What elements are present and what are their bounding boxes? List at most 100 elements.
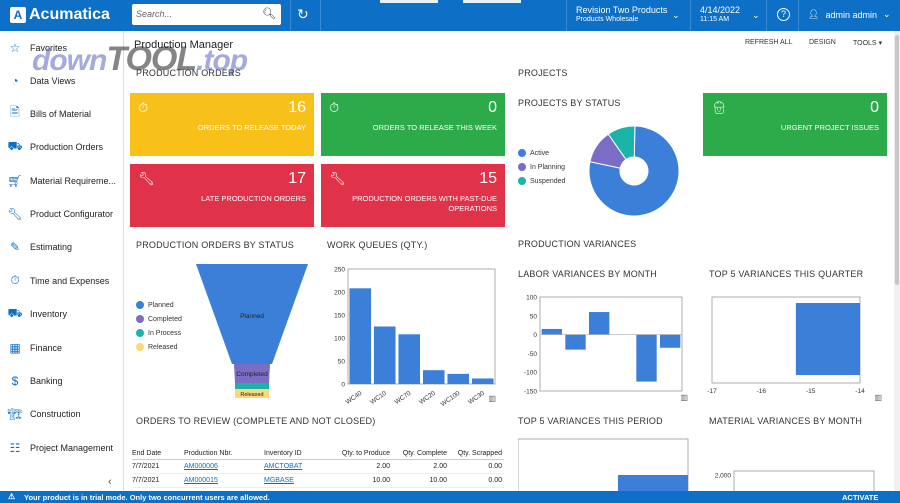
legend-item: In Process <box>136 329 182 337</box>
bar[interactable] <box>398 334 421 384</box>
export-icon: ▥ <box>874 393 882 401</box>
funnel-released[interactable] <box>235 389 269 398</box>
time-value: 11:15 AM <box>700 16 730 23</box>
top5-quarter-chart: -17 -16 -15 -14 ▥ <box>707 296 882 401</box>
sidebar-item-favorites[interactable]: ☆ Favorites <box>0 31 124 64</box>
scrollbar-thumb[interactable] <box>895 35 899 285</box>
sidebar-item-finance[interactable]: ▦ Finance <box>0 331 124 364</box>
tile-value: 17 <box>288 170 306 187</box>
bar[interactable] <box>565 334 586 350</box>
building-icon: 🏗︎ <box>7 406 23 421</box>
user-menu[interactable]: 👤︎ admin admin ⌄ <box>808 9 891 20</box>
export-icon: ▥ <box>488 394 496 403</box>
sidebar-item-label: Bills of Material <box>30 108 92 119</box>
pencil-icon: ✎ <box>9 239 21 254</box>
company-selector[interactable]: Revision Two Products Products Wholesale <box>576 5 667 25</box>
sidebar-item-material-requirements[interactable]: 🛒︎ Material Requireme... <box>0 164 124 197</box>
sidebar-item-label: Favorites <box>30 42 68 53</box>
wrench-icon: 🔧︎ <box>138 171 155 186</box>
business-date[interactable]: 4/14/2022 11:15 AM <box>700 5 740 25</box>
y-tick-label: 250 <box>334 267 345 274</box>
y-tick-label: -100 <box>524 370 537 377</box>
truck-icon: ⛟ <box>7 305 23 320</box>
acumatica-logo[interactable]: A Acumatica <box>10 6 110 24</box>
y-tick-label: -50 <box>528 351 538 358</box>
bar[interactable] <box>422 370 445 384</box>
sidebar-item-construction[interactable]: 🏗︎ Construction <box>0 397 124 430</box>
search-input[interactable]: Search... 🔍︎ <box>132 4 281 25</box>
plot-area <box>347 268 496 385</box>
bar[interactable] <box>471 378 494 384</box>
section-projects: PROJECTS <box>518 68 568 78</box>
chevron-down-icon[interactable]: ⌄ <box>672 10 680 20</box>
column-header[interactable]: End Date <box>132 450 162 457</box>
sidebar-item-data-views[interactable]: ◔ Data Views <box>0 64 124 97</box>
sidebar-item-time-and-expenses[interactable]: ⏱︎ Time and Expenses <box>0 264 124 297</box>
legend-item: Planned <box>136 301 182 309</box>
calculator-icon: ▦ <box>9 340 21 355</box>
sidebar-item-banking[interactable]: $ Banking <box>0 364 124 397</box>
search-icon[interactable]: 🔍︎ <box>262 8 276 20</box>
sidebar-item-bills-of-material[interactable]: 🖹︎ Bills of Material <box>0 97 124 130</box>
collapse-sidebar-icon[interactable]: ‹ <box>108 476 112 488</box>
sidebar-item-label: Construction <box>30 408 81 419</box>
legend-label: Suspended <box>530 177 566 185</box>
inventory-id-link[interactable]: AMCTOBAT <box>264 463 303 470</box>
tile-label: ORDERS TO RELEASE THIS WEEK <box>372 123 497 132</box>
tile-past-due-operations[interactable]: 🔧︎ 15 PRODUCTION ORDERS WITH PAST-DUE OP… <box>321 164 505 227</box>
funnel-planned[interactable] <box>196 264 308 364</box>
y-tick-label: 2,000 <box>715 473 732 480</box>
x-tick-label: WC20 <box>418 390 437 406</box>
sidebar-item-label: Finance <box>30 342 63 353</box>
sidebar-item-production-orders[interactable]: ⛟ Production Orders <box>0 130 124 163</box>
history-icon[interactable]: ↻ <box>297 6 309 22</box>
orders-by-status-title: PRODUCTION ORDERS BY STATUS <box>136 240 294 250</box>
tab-indicator-1 <box>380 0 438 3</box>
end-date-cell: 7/7/2021 <box>132 477 160 484</box>
pie-slice-suspended[interactable] <box>607 125 636 161</box>
orders-to-review-title: ORDERS TO REVIEW (COMPLETE AND NOT CLOSE… <box>136 416 376 426</box>
sidebar-item-inventory[interactable]: ⛟ Inventory <box>0 297 124 330</box>
inventory-id-link[interactable]: MGBASE <box>264 477 294 484</box>
pie-slice-active[interactable] <box>588 125 680 217</box>
y-tick-label: 100 <box>526 295 537 302</box>
help-icon[interactable]: ? <box>777 8 790 21</box>
refresh-all-button[interactable]: REFRESH ALL <box>745 39 793 46</box>
sidebar-item-estimating[interactable]: ✎ Estimating <box>0 230 124 263</box>
y-tick-label: 150 <box>334 313 345 320</box>
sidebar-item-project-management[interactable]: ☷ Project Management <box>0 431 124 464</box>
bar[interactable] <box>588 312 610 335</box>
legend-swatch <box>518 149 526 157</box>
y-tick-label: 200 <box>334 290 345 297</box>
x-tick-label: WC70 <box>394 390 413 406</box>
column-header[interactable]: Qty. Scrapped <box>457 450 502 457</box>
activate-button[interactable]: ACTIVATE <box>842 493 879 502</box>
bar[interactable] <box>349 288 372 384</box>
bar[interactable] <box>618 475 688 491</box>
tools-menu[interactable]: TOOLS ▾ <box>853 39 882 47</box>
tile-orders-release-today[interactable]: ⏱︎ 16 ORDERS TO RELEASE TODAY <box>130 93 314 156</box>
tile-orders-release-week[interactable]: ⏱︎ 0 ORDERS TO RELEASE THIS WEEK <box>321 93 505 156</box>
page-scrollbar[interactable] <box>894 31 900 491</box>
column-header[interactable]: Qty. to Produce <box>341 450 390 457</box>
bar[interactable] <box>636 334 657 382</box>
sidebar-item-product-configurator[interactable]: 🔧︎ Product Configurator <box>0 197 124 230</box>
funnel-completed[interactable] <box>234 364 270 383</box>
tile-urgent-project-issues[interactable]: 👷︎ 0 URGENT PROJECT ISSUES <box>703 93 887 156</box>
chevron-down-icon[interactable]: ⌄ <box>752 10 760 20</box>
column-header[interactable]: Qty. Complete <box>402 450 447 457</box>
x-tick-label: WC30 <box>467 390 486 406</box>
bar[interactable] <box>795 303 860 375</box>
bar[interactable] <box>541 328 563 335</box>
bar[interactable] <box>373 326 396 385</box>
tile-late-production-orders[interactable]: 🔧︎ 17 LATE PRODUCTION ORDERS <box>130 164 314 227</box>
production-nbr-link[interactable]: AM000015 <box>184 477 218 484</box>
column-header[interactable]: Inventory ID <box>264 450 302 457</box>
sidebar: ☆ Favorites ◔ Data Views 🖹︎ Bills of Materi… <box>0 31 124 491</box>
design-button[interactable]: DESIGN <box>809 39 836 46</box>
bar[interactable] <box>659 334 681 348</box>
production-nbr-link[interactable]: AM000006 <box>184 463 218 470</box>
bar[interactable] <box>447 373 470 384</box>
column-header[interactable]: Production Nbr. <box>184 450 233 457</box>
funnel-in-process[interactable] <box>235 383 269 389</box>
